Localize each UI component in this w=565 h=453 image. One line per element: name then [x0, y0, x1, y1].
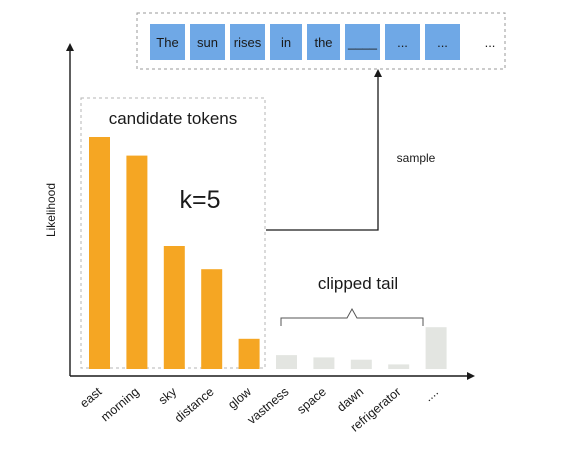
token-text: in — [281, 35, 291, 50]
x-tick-label: .... — [421, 385, 441, 405]
token-box — [345, 24, 380, 60]
sequence-box — [136, 12, 506, 70]
token-text: The — [156, 35, 178, 50]
bar-morning — [126, 155, 148, 369]
token-box — [270, 24, 302, 60]
x-tick-label: sky — [156, 384, 180, 407]
token-box — [307, 24, 340, 60]
k-label: k=5 — [179, 186, 220, 214]
token-box — [425, 24, 460, 60]
bar-distance — [201, 269, 223, 369]
y-axis-arrow-icon — [66, 43, 74, 51]
token-box — [190, 24, 225, 60]
token-box — [150, 24, 185, 60]
x-tick-label: space — [294, 385, 329, 417]
token-text: ____ — [347, 35, 378, 50]
bars — [89, 137, 447, 369]
token-text: rises — [234, 35, 262, 50]
token-text: the — [314, 35, 332, 50]
sequence-trailing-ellipsis: ... — [485, 35, 496, 50]
x-tick-label: east — [77, 384, 105, 410]
y-axis-label: Likelihood — [44, 183, 58, 237]
bar-dawn — [350, 359, 372, 369]
x-tick-label: glow — [225, 384, 254, 412]
token-text: ... — [397, 35, 408, 50]
bar-space — [313, 357, 335, 369]
x-axis-arrow-icon — [467, 372, 475, 380]
token-box — [385, 24, 420, 60]
x-tick-label: dawn — [334, 385, 366, 415]
bar-refrigerator — [388, 364, 410, 369]
token-text: sun — [197, 35, 218, 50]
bar- — [425, 327, 447, 369]
token-text: ... — [437, 35, 448, 50]
bar-glow — [238, 338, 260, 369]
tail-brace — [280, 307, 424, 326]
x-tick-label: distance — [172, 385, 217, 426]
sample-arrow-icon — [374, 69, 382, 77]
bar-east — [89, 137, 110, 369]
bar-vastness — [276, 355, 297, 369]
x-tick-label: morning — [98, 385, 142, 425]
candidate-tokens-label: candidate tokens — [109, 109, 238, 128]
token-box — [230, 24, 265, 60]
clipped-tail-label: clipped tail — [318, 274, 398, 293]
token-sequence: The sun rises in the ____...... — [150, 24, 460, 60]
x-tick-label: vastness — [245, 385, 292, 427]
bar-sky — [163, 246, 185, 369]
sample-connector-line — [266, 74, 379, 231]
sample-label: sample — [397, 151, 436, 165]
